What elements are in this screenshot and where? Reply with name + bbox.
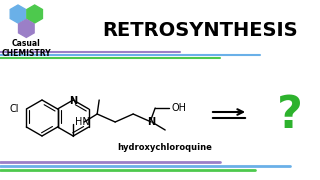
Polygon shape (19, 19, 34, 37)
Text: Casual
CHEMISTRY: Casual CHEMISTRY (2, 39, 51, 58)
Text: Cl: Cl (10, 104, 20, 114)
Text: RETROSYNTHESIS: RETROSYNTHESIS (102, 21, 298, 39)
Text: ?: ? (277, 93, 303, 136)
Text: HN: HN (75, 117, 90, 127)
Polygon shape (27, 5, 43, 23)
Polygon shape (10, 5, 26, 23)
Text: N: N (147, 117, 155, 127)
Text: OH: OH (171, 103, 186, 113)
Text: hydroxychloroquine: hydroxychloroquine (117, 143, 212, 152)
Text: N: N (69, 96, 77, 106)
